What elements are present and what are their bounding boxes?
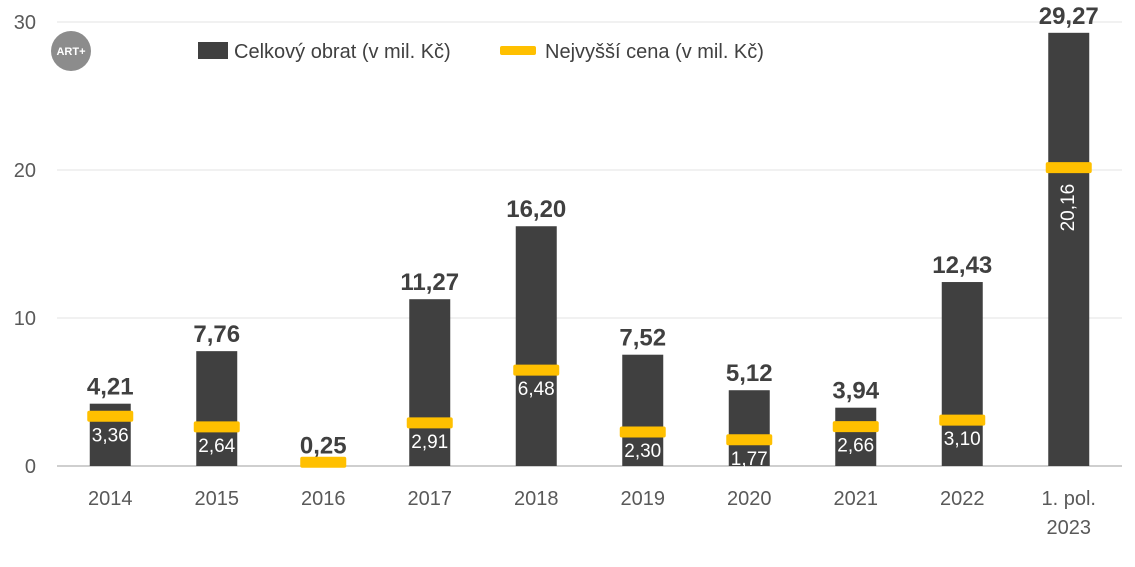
max-price-label: 2,30 (624, 441, 661, 462)
bar-total-label: 4,21 (87, 374, 134, 401)
max-price-marker (513, 364, 560, 376)
logo: ART+ (51, 31, 91, 71)
x-tick-label: 2023 (1047, 517, 1092, 539)
x-tick-label: 1. pol. (1042, 488, 1096, 510)
x-tick-label: 2021 (834, 488, 879, 510)
x-tick-label: 2017 (408, 488, 453, 510)
max-price-label: 3,36 (92, 425, 129, 446)
x-tick-label: 2016 (301, 488, 346, 510)
max-price-marker (193, 421, 240, 433)
bar-total (196, 351, 238, 466)
legend-label-max: Nejvyšší cena (v mil. Kč) (545, 41, 764, 63)
y-axis: 0 10 20 30 (14, 12, 36, 478)
max-price-marker (1045, 162, 1092, 174)
max-price-label: 2,66 (837, 436, 874, 457)
bar-total-label: 16,20 (506, 196, 566, 223)
x-tick-label: 2020 (727, 488, 772, 510)
max-price-label: 2,64 (198, 436, 235, 457)
max-price-label: 3,10 (944, 429, 981, 450)
bar-total (622, 354, 664, 466)
max-price-marker (87, 410, 134, 422)
bar-total-label: 3,94 (832, 378, 879, 405)
max-price-label: 1,77 (731, 449, 768, 470)
legend: Celkový obrat (v mil. Kč) Nejvyšší cena … (198, 41, 764, 63)
legend-swatch-max (500, 46, 536, 55)
y-tick-label: 20 (14, 160, 36, 182)
bar-total-label: 7,76 (193, 321, 240, 348)
x-tick-label: 2019 (621, 488, 666, 510)
bar-total-label: 29,27 (1039, 3, 1099, 30)
bar-total (941, 282, 983, 466)
max-price-marker (300, 456, 347, 468)
y-tick-label: 10 (14, 308, 36, 330)
max-price-label: 20,16 (1058, 184, 1079, 232)
bar-total (515, 226, 557, 466)
x-tick-label: 2014 (88, 488, 133, 510)
legend-label-total: Celkový obrat (v mil. Kč) (234, 41, 451, 63)
bar-total (409, 299, 451, 466)
max-price-markers: 3,36 2,64 2,91 6,48 2,30 1,77 2,66 3,10 20,16 (87, 162, 1092, 470)
x-tick-label: 2022 (940, 488, 985, 510)
x-tick-label: 2018 (514, 488, 559, 510)
y-tick-label: 0 (25, 456, 36, 478)
max-price-label: 6,48 (518, 379, 555, 400)
bar-total (835, 407, 877, 466)
bar-total (1048, 32, 1090, 466)
logo-text: ART+ (56, 46, 85, 58)
x-axis: 2014 2015 2016 2017 2018 2019 2020 2021 2022 1. p… (88, 488, 1096, 539)
max-price-marker (939, 414, 986, 426)
max-price-marker (619, 426, 666, 438)
bar-total-label: 0,25 (300, 432, 347, 459)
bars: 4,21 7,76 0,25 11,27 16,20 7,52 5,12 3,94 12,43 2… (87, 3, 1099, 466)
bar-total-label: 11,27 (400, 269, 459, 296)
y-tick-label: 30 (14, 12, 36, 34)
max-price-marker (406, 417, 453, 429)
max-price-marker (832, 421, 879, 433)
bar-total-label: 12,43 (932, 252, 992, 279)
max-price-marker (726, 434, 773, 446)
bar-total-label: 5,12 (726, 360, 773, 387)
bar-total-label: 7,52 (619, 325, 666, 352)
legend-swatch-total (198, 42, 228, 59)
logo-badge (51, 31, 91, 71)
bar-total (728, 390, 770, 466)
max-price-label: 2,91 (411, 432, 448, 453)
x-tick-label: 2015 (195, 488, 240, 510)
